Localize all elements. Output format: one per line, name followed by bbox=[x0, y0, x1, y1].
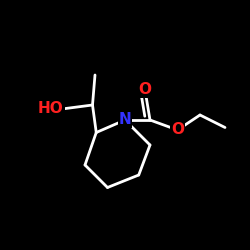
Text: HO: HO bbox=[38, 101, 64, 116]
Text: N: N bbox=[119, 112, 132, 128]
Text: O: O bbox=[138, 82, 151, 98]
Text: O: O bbox=[171, 122, 184, 138]
